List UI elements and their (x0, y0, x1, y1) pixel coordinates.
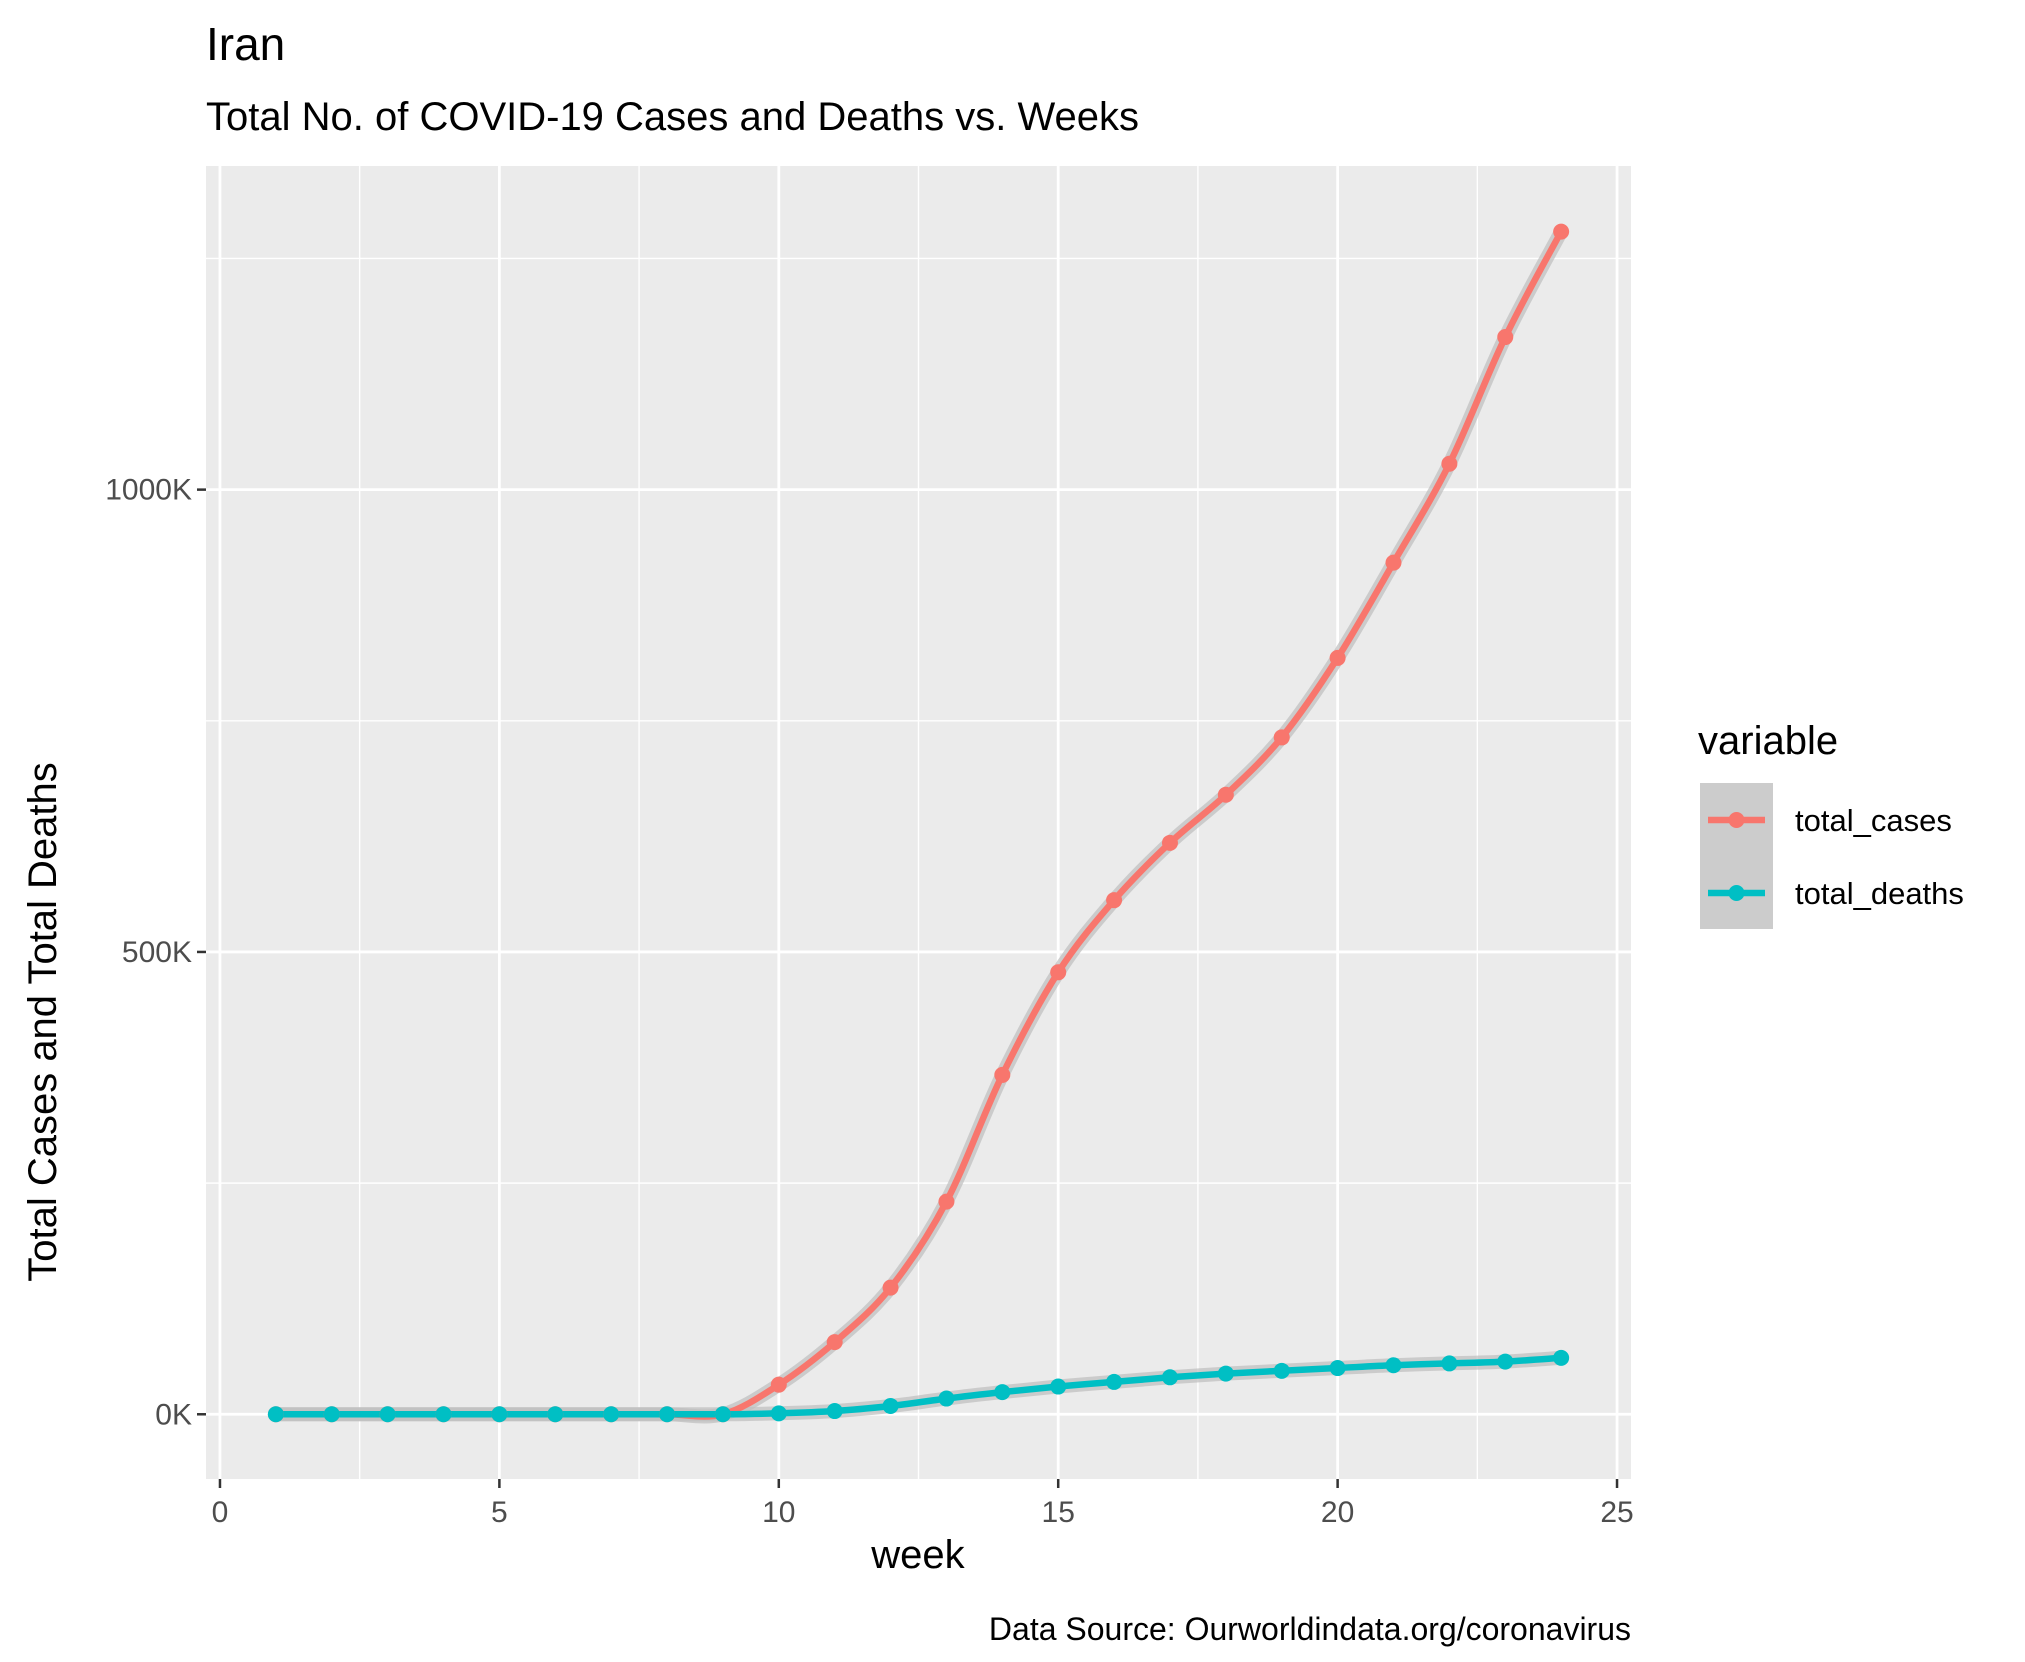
point-total_deaths (938, 1390, 955, 1407)
point-total_deaths (603, 1406, 620, 1423)
y-tick-label: 500K (122, 936, 192, 969)
point-total_cases (1161, 834, 1178, 851)
legend-label-total_deaths: total_deaths (1795, 876, 1964, 911)
x-tick-label: 25 (1600, 1496, 1633, 1529)
point-total_deaths (1273, 1362, 1290, 1379)
point-total_cases (826, 1334, 843, 1351)
legend: variable total_cases total_deaths (1698, 719, 1964, 929)
point-total_deaths (1050, 1378, 1067, 1395)
point-total_cases (1050, 964, 1067, 981)
point-total_cases (1553, 223, 1570, 240)
point-total_deaths (1217, 1365, 1234, 1382)
point-total_deaths (547, 1406, 564, 1423)
point-total_deaths (1441, 1355, 1458, 1372)
grid-major (206, 166, 1631, 1479)
legend-key-point-total_deaths (1728, 885, 1745, 901)
series-points (267, 223, 1570, 1423)
point-total_cases (1441, 455, 1458, 472)
point-total_cases (1385, 554, 1402, 571)
legend-key-point-total_cases (1728, 812, 1745, 828)
point-total_cases (1497, 329, 1514, 346)
point-total_deaths (323, 1406, 340, 1423)
legend-label-total_cases: total_cases (1795, 803, 1952, 838)
x-axis-title: week (870, 1533, 965, 1577)
grid-minor (206, 166, 1631, 1479)
point-total_deaths (1385, 1357, 1402, 1374)
y-tick-label: 0K (155, 1398, 192, 1431)
point-total_deaths (882, 1397, 899, 1414)
point-total_cases (1217, 786, 1234, 803)
chart-title: Iran (206, 18, 285, 70)
x-tick-label: 10 (762, 1496, 795, 1529)
point-total_cases (1106, 892, 1123, 909)
point-total_deaths (826, 1403, 843, 1420)
point-total_deaths (1329, 1360, 1346, 1377)
point-total_cases (1329, 649, 1346, 666)
x-tick-label: 5 (491, 1496, 508, 1529)
point-total_deaths (435, 1406, 452, 1423)
caption: Data Source: Ourworldindata.org/coronavi… (989, 1611, 1631, 1647)
x-tick-label: 20 (1321, 1496, 1354, 1529)
y-axis-title: Total Cases and Total Deaths (21, 762, 65, 1282)
point-total_deaths (1106, 1373, 1123, 1390)
x-tick-label: 0 (212, 1496, 229, 1529)
y-axis: 0K 500K 1000K (105, 474, 206, 1431)
point-total_deaths (267, 1406, 284, 1423)
point-total_deaths (714, 1406, 731, 1423)
point-total_deaths (994, 1384, 1011, 1401)
x-tick-label: 15 (1042, 1496, 1075, 1529)
y-tick-label: 1000K (105, 474, 192, 507)
legend-key-background (1700, 783, 1773, 929)
point-total_deaths (1497, 1353, 1514, 1370)
legend-title: variable (1698, 719, 1838, 763)
point-total_cases (882, 1279, 899, 1296)
point-total_deaths (659, 1406, 676, 1423)
point-total_deaths (1553, 1349, 1570, 1366)
point-total_deaths (1161, 1369, 1178, 1386)
point-total_deaths (491, 1406, 508, 1423)
point-total_deaths (770, 1405, 787, 1422)
chart-subtitle: Total No. of COVID-19 Cases and Deaths v… (206, 95, 1139, 139)
x-axis: 0 5 10 15 20 25 (212, 1479, 1634, 1529)
point-total_cases (938, 1193, 955, 1210)
point-total_cases (994, 1066, 1011, 1083)
point-total_cases (1273, 729, 1290, 746)
point-total_deaths (379, 1406, 396, 1423)
point-total_cases (770, 1376, 787, 1393)
